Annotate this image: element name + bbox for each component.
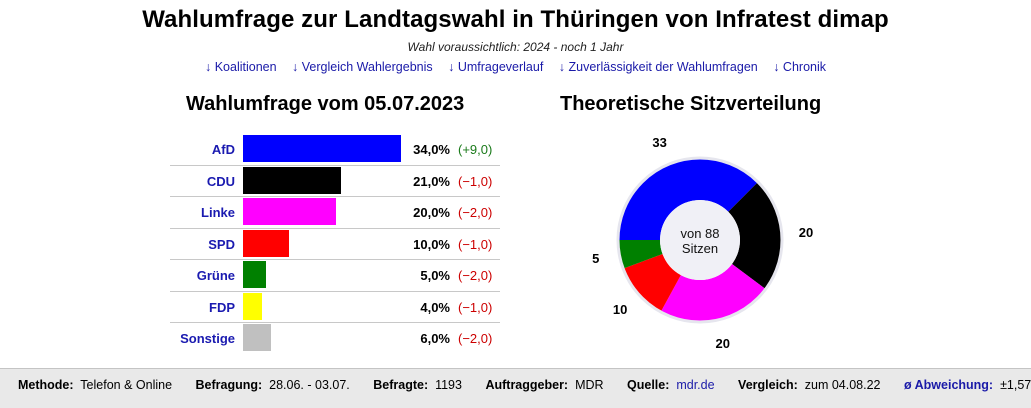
seat-count-label: 20	[798, 224, 814, 240]
bar-row: FDP 4,0% (−1,0)	[170, 292, 500, 323]
change-label: (−1,0)	[458, 173, 493, 189]
nav-link-vergleich[interactable]: ↓ Vergleich Wahlergebnis	[292, 60, 433, 74]
party-label[interactable]: Grüne	[196, 268, 235, 283]
section-nav: ↓ Koalitionen ↓ Vergleich Wahlergebnis ↓…	[0, 60, 1031, 74]
donut-outline	[616, 156, 784, 324]
poll-info-footer: Methode: Telefon & Online Befragung: 28.…	[0, 368, 1031, 408]
footer-methode: Methode: Telefon & Online	[18, 378, 173, 392]
bar	[243, 292, 262, 320]
election-subtitle: Wahl voraussichtlich: 2024 - noch 1 Jahr	[407, 40, 624, 54]
party-label[interactable]: AfD	[211, 142, 235, 157]
bar-row: CDU 21,0% (−1,0)	[170, 166, 500, 197]
bar	[243, 198, 336, 225]
party-label[interactable]: Sonstige	[180, 331, 235, 346]
value-label: 34,0%	[413, 142, 450, 157]
party-label[interactable]: SPD	[208, 236, 235, 252]
footer-abweichung: ø Abweichung: ±1,57	[903, 378, 1031, 392]
value-label: 5,0%	[420, 268, 450, 283]
bar	[243, 135, 401, 162]
nav-link-zuverlaessigkeit[interactable]: ↓ Zuverlässigkeit der Wahlumfragen	[558, 60, 758, 74]
bar-row: Grüne 5,0% (−2,0)	[170, 260, 500, 292]
footer-quelle: Quelle: mdr.de	[627, 378, 715, 392]
bar	[243, 324, 271, 351]
change-label: (−1,0)	[458, 299, 493, 315]
donut-center-label: von 88	[680, 226, 719, 241]
party-label[interactable]: Linke	[201, 205, 235, 220]
seat-chart-title: Theoretische Sitzverteilung	[560, 93, 822, 115]
bar	[243, 229, 290, 257]
donut-center	[660, 200, 740, 280]
value-label: 20,0%	[413, 205, 450, 220]
change-label: (−1,0)	[458, 236, 493, 252]
footer-vergleich: Vergleich: zum 04.08.22	[738, 378, 881, 392]
seat-count-label: 33	[652, 134, 667, 150]
poll-chart-title: Wahlumfrage vom 05.07.2023	[186, 93, 465, 115]
seat-count-label: 10	[612, 301, 628, 317]
donut-slice	[660, 263, 766, 322]
value-label: 21,0%	[413, 173, 450, 189]
poll-bar-chart: AfD 34,0% (+9,0) CDU 21,0% (−1,0) Linke 20,0% (−…	[170, 134, 500, 355]
abweichung-link[interactable]: ø Abweichung:	[903, 378, 994, 392]
party-label[interactable]: CDU	[206, 173, 235, 189]
change-label: (+9,0)	[458, 142, 493, 157]
party-label[interactable]: FDP	[209, 299, 235, 315]
source-link[interactable]: mdr.de	[676, 378, 715, 392]
value-label: 4,0%	[420, 299, 450, 315]
change-label: (−2,0)	[458, 331, 493, 346]
footer-befragung: Befragung: 28.06. - 03.07.	[195, 378, 350, 392]
bar-row: AfD 34,0% (+9,0)	[170, 134, 500, 166]
nav-link-umfrageverlauf[interactable]: ↓ Umfrageverlauf	[448, 60, 544, 74]
value-label: 6,0%	[420, 331, 450, 346]
donut-center-label: Sitzen	[682, 241, 718, 256]
bar	[243, 261, 267, 288]
bar	[243, 166, 341, 194]
donut-slice	[618, 240, 663, 269]
bar-row: SPD 10,0% (−1,0)	[170, 229, 500, 260]
change-label: (−2,0)	[458, 205, 493, 220]
value-label: 10,0%	[413, 236, 450, 252]
nav-link-chronik[interactable]: ↓ Chronik	[773, 60, 826, 74]
change-label: (−2,0)	[458, 268, 493, 283]
bar-row: Sonstige 6,0% (−2,0)	[170, 323, 500, 355]
bar-row: Linke 20,0% (−2,0)	[170, 197, 500, 229]
donut-slice	[618, 158, 758, 240]
footer-auftraggeber: Auftraggeber: MDR	[485, 378, 604, 392]
seat-count-label: 5	[592, 251, 600, 267]
page-title: Wahlumfrage zur Landtagswahl in Thüringe…	[142, 6, 889, 33]
seat-count-label: 20	[715, 336, 730, 352]
donut-slice	[728, 182, 782, 290]
footer-befragte: Befragte: 1193	[373, 378, 462, 392]
donut-slice	[623, 253, 681, 312]
nav-link-koalitionen[interactable]: ↓ Koalitionen	[204, 60, 277, 74]
